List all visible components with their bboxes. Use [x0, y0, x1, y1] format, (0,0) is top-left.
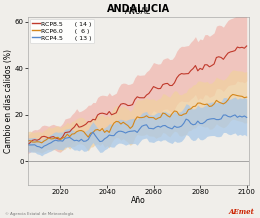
Legend: RCP8.5      ( 14 ), RCP6.0      (  6 ), RCP4.5      ( 13 ): RCP8.5 ( 14 ), RCP6.0 ( 6 ), RCP4.5 ( 13… — [30, 19, 94, 43]
X-axis label: Año: Año — [131, 196, 146, 205]
Text: AEmet: AEmet — [229, 208, 255, 216]
Title: ANDALUCIA: ANDALUCIA — [107, 4, 170, 14]
Text: ANUAL: ANUAL — [125, 7, 151, 16]
Y-axis label: Cambio en días cálidos (%): Cambio en días cálidos (%) — [4, 49, 13, 153]
Text: © Agencia Estatal de Meteorología: © Agencia Estatal de Meteorología — [5, 212, 74, 216]
